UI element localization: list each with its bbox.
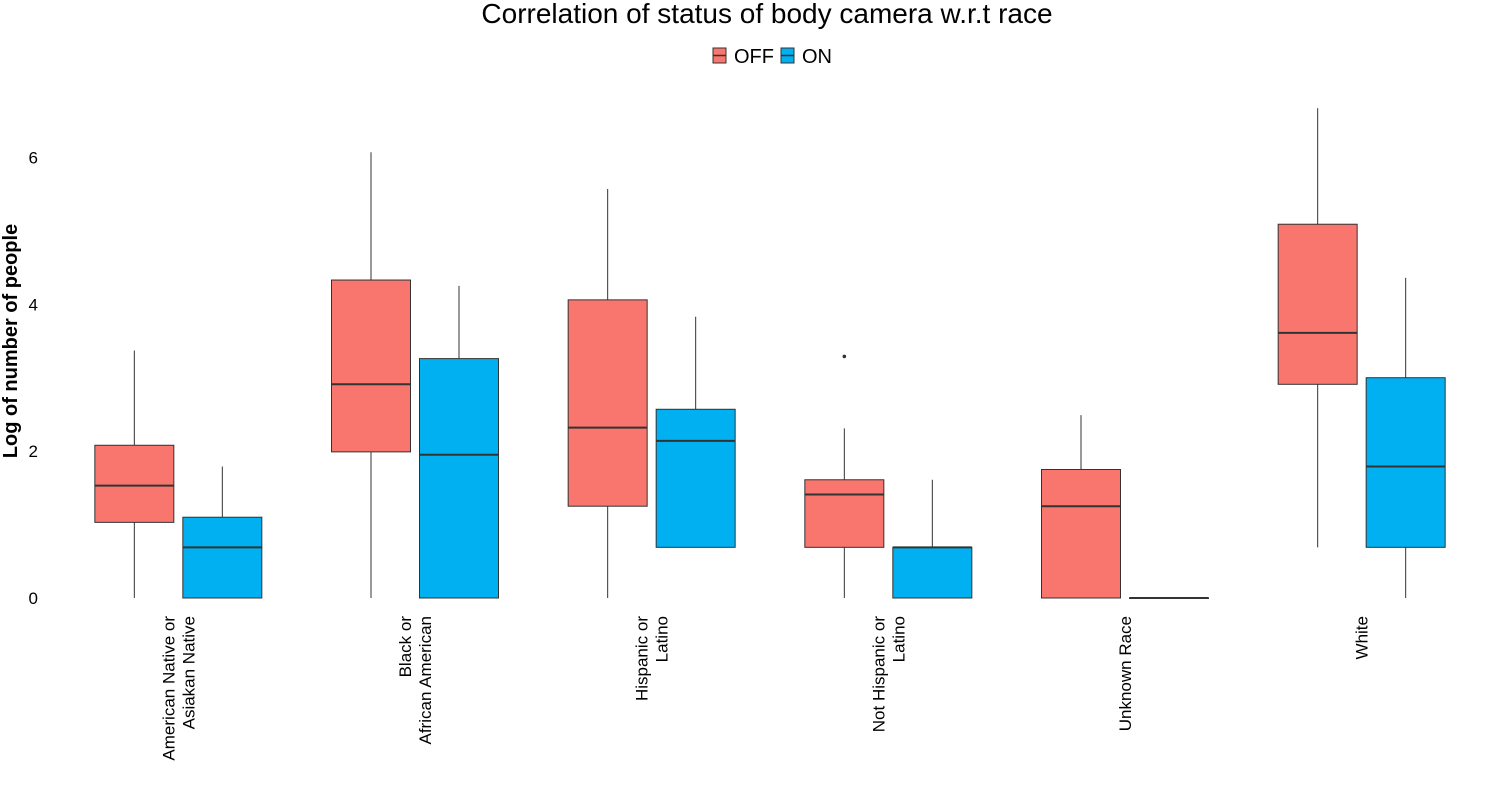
box-body xyxy=(1277,223,1358,385)
box-on xyxy=(419,285,499,599)
x-category-label: Black or xyxy=(396,616,415,678)
x-category-label: Unknown Race xyxy=(1116,616,1135,731)
box-on xyxy=(1365,277,1446,598)
box-body xyxy=(94,444,175,523)
box-group xyxy=(94,108,1446,599)
box-body xyxy=(419,358,499,599)
x-category-label: Asiakan Native xyxy=(179,616,198,729)
box-body xyxy=(182,516,263,599)
y-axis-label: Log of number of people xyxy=(0,224,22,458)
chart-title: Correlation of status of body camera w.r… xyxy=(481,0,1052,29)
legend-label-off: OFF xyxy=(734,46,774,68)
x-category-label: White xyxy=(1353,616,1372,659)
box-body xyxy=(567,299,648,507)
outlier-point xyxy=(842,354,847,359)
box-body xyxy=(892,546,973,599)
box-off xyxy=(804,354,885,598)
box-body xyxy=(1365,377,1446,548)
legend-label-on: ON xyxy=(802,46,832,68)
y-tick-label: 2 xyxy=(29,442,38,461)
box-body xyxy=(804,479,885,548)
y-tick-label: 0 xyxy=(29,589,38,608)
x-category-label: American Native or xyxy=(159,616,178,761)
box-off xyxy=(1277,108,1358,548)
x-category-label: Latino xyxy=(653,616,672,662)
x-category-label: Hispanic or xyxy=(633,616,652,701)
x-category-label: Latino xyxy=(889,616,908,662)
box-on xyxy=(655,316,736,548)
y-tick-label: 6 xyxy=(29,148,38,167)
box-body xyxy=(1041,468,1121,599)
legend: OFF ON xyxy=(712,46,832,68)
box-off xyxy=(1041,415,1121,599)
box-off xyxy=(567,188,648,598)
box-on xyxy=(1129,597,1209,599)
x-category-label: African American xyxy=(416,616,435,745)
box-off xyxy=(331,152,411,598)
x-axis-labels: American Native or Asiakan Native Black or… xyxy=(159,616,1371,761)
y-tick-label: 4 xyxy=(29,295,38,314)
box-body xyxy=(655,408,736,548)
box-off xyxy=(94,350,175,598)
x-category-label: Not Hispanic or xyxy=(869,616,888,733)
box-body xyxy=(331,279,411,453)
box-on xyxy=(892,479,973,599)
y-axis-ticks: 0 2 4 6 xyxy=(29,148,38,608)
box-on xyxy=(182,466,263,599)
